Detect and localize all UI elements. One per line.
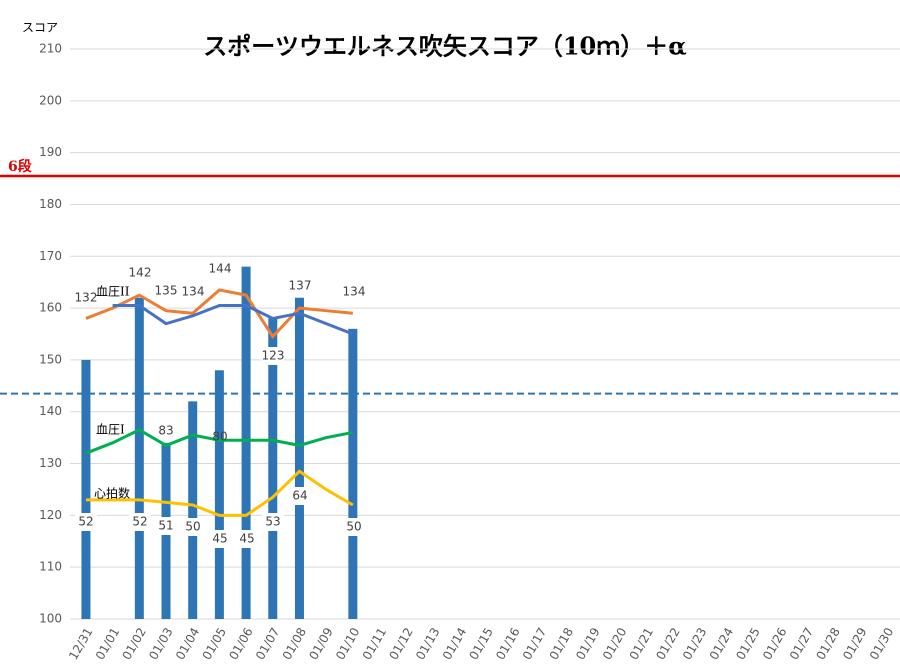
x-tick-label: 01/03 [146, 625, 175, 662]
x-tick-label: 01/05 [200, 625, 229, 662]
line-series [85, 288, 353, 340]
y-tick-label: 110 [39, 560, 62, 574]
data-label: 53 [265, 515, 280, 529]
series-label: 血圧II [96, 285, 130, 299]
bar [348, 328, 358, 619]
chart-title: スポーツウエルネス吹矢スコア（10ｍ）＋α [203, 32, 686, 61]
x-tick-label: 01/16 [493, 625, 522, 662]
x-tick-label: 01/24 [707, 625, 736, 662]
y-tick-label: 190 [39, 145, 62, 159]
data-label: 137 [289, 279, 312, 293]
x-tick-label: 01/14 [440, 625, 469, 662]
x-tick-label: 01/26 [760, 625, 789, 662]
x-tick-label: 01/29 [840, 625, 869, 662]
data-label: 45 [212, 532, 227, 546]
y-tick-label: 200 [39, 93, 62, 107]
x-tick-label: 01/04 [173, 625, 202, 662]
x-tick-label: 01/07 [253, 625, 282, 662]
x-tick-label: 01/22 [653, 625, 682, 662]
bar [214, 370, 224, 619]
x-tick-label: 01/30 [867, 625, 896, 662]
label-box [129, 513, 151, 531]
reference-label: 6段 [8, 158, 32, 175]
data-label: 142 [129, 266, 152, 280]
y-tick-label: 160 [39, 301, 62, 315]
data-label: 144 [209, 262, 232, 276]
data-label: 123 [262, 349, 285, 363]
x-tick-label: 01/23 [680, 625, 709, 662]
series-label: 血圧I [96, 423, 125, 437]
label-box [343, 518, 365, 536]
x-tick-label: 01/25 [733, 625, 762, 662]
x-tick-label: 01/13 [413, 625, 442, 662]
label-box [236, 530, 258, 548]
y-tick-label: 150 [39, 352, 62, 366]
x-tick-label: 01/19 [573, 625, 602, 662]
y-tick-label: 140 [39, 404, 62, 418]
data-label: 83 [158, 424, 173, 438]
y-axis-label: スコア [22, 21, 58, 35]
x-tick-label: 01/02 [120, 625, 149, 662]
bar [268, 318, 278, 619]
label-box [289, 487, 311, 505]
label-box [262, 513, 284, 531]
y-tick-label: 170 [39, 249, 62, 263]
y-tick-label: 180 [39, 197, 62, 211]
bar [134, 297, 144, 619]
x-tick-label: 01/08 [280, 625, 309, 662]
data-label: 52 [132, 515, 147, 529]
x-tick-label: 12/31 [66, 625, 95, 662]
x-tick-label: 01/28 [813, 625, 842, 662]
data-label: 135 [155, 284, 178, 298]
x-tick-label: 01/18 [547, 625, 576, 662]
line-series [112, 304, 354, 336]
bar [81, 359, 91, 619]
data-label: 80 [212, 430, 227, 444]
data-label: 50 [346, 520, 361, 534]
y-tick-label: 100 [39, 612, 62, 626]
line-series [85, 469, 354, 517]
x-tick-label: 01/09 [306, 625, 335, 662]
x-tick-label: 01/12 [386, 625, 415, 662]
label-box [75, 513, 97, 531]
x-tick-label: 01/17 [520, 625, 549, 662]
x-tick-label: 01/20 [600, 625, 629, 662]
x-tick-label: 01/10 [333, 625, 362, 662]
x-tick-label: 01/01 [93, 625, 122, 662]
data-label: 45 [239, 532, 254, 546]
x-tick-label: 01/27 [787, 625, 816, 662]
label-box [155, 517, 177, 535]
data-label: 52 [78, 515, 93, 529]
x-tick-label: 01/11 [360, 625, 389, 662]
data-label: 50 [185, 520, 200, 534]
bar [294, 297, 304, 619]
data-label: 134 [343, 285, 366, 299]
y-tick-label: 120 [39, 508, 62, 522]
label-box [182, 518, 204, 536]
line-series [85, 428, 354, 455]
data-label: 51 [158, 519, 173, 533]
y-tick-label: 130 [39, 456, 62, 470]
data-label: 134 [182, 285, 205, 299]
series-label: 心拍数 [94, 486, 130, 501]
bar [241, 266, 251, 619]
bar [188, 401, 198, 619]
label-box [209, 530, 231, 548]
label-box [262, 347, 284, 365]
data-label: 132 [75, 291, 98, 305]
y-tick-label: 210 [39, 42, 62, 56]
data-label: 64 [292, 489, 307, 503]
x-tick-label: 01/21 [627, 625, 656, 662]
x-tick-label: 01/06 [226, 625, 255, 662]
x-tick-label: 01/15 [467, 625, 496, 662]
